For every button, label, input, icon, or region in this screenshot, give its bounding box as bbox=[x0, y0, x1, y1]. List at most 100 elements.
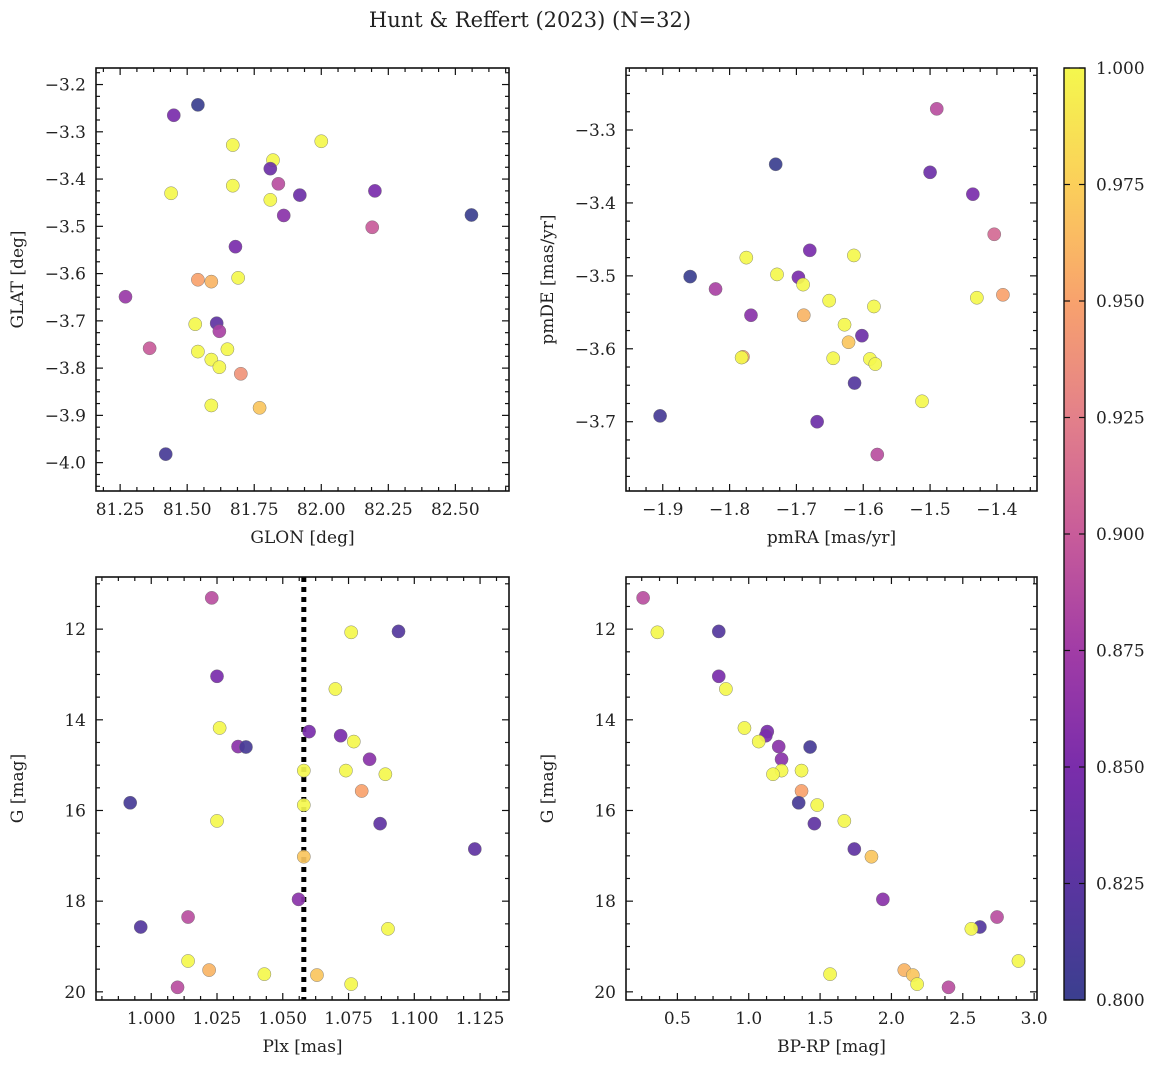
colorbar: 0.800 0.825 0.850 0.875 0.900 0.925 0.950 0.975… bbox=[1063, 59, 1145, 1011]
data-point bbox=[941, 980, 956, 995]
x-tick-label: −1.6 bbox=[843, 500, 884, 520]
y-tick-label: −3.5 bbox=[575, 267, 616, 287]
data-point bbox=[225, 178, 240, 193]
data-point bbox=[987, 227, 1002, 242]
data-point bbox=[123, 795, 137, 810]
y-tick-label: −3.9 bbox=[45, 406, 86, 426]
x-tick-label: 1.025 bbox=[193, 1009, 242, 1029]
data-point bbox=[734, 350, 749, 365]
data-point bbox=[910, 977, 924, 991]
data-point bbox=[210, 814, 224, 828]
data-point bbox=[636, 591, 650, 605]
x-axis-label: GLON [deg] bbox=[250, 528, 354, 548]
data-point bbox=[964, 922, 979, 936]
data-point bbox=[365, 220, 380, 235]
y-tick-label: 14 bbox=[594, 711, 616, 731]
x-tick-label: 1.075 bbox=[324, 1009, 373, 1029]
data-point bbox=[464, 208, 479, 222]
data-point bbox=[297, 763, 311, 778]
data-points bbox=[636, 591, 1026, 995]
data-point bbox=[354, 784, 369, 798]
data-point bbox=[837, 814, 852, 828]
data-point bbox=[847, 842, 862, 856]
y-tick-label: −3.5 bbox=[45, 217, 86, 237]
data-point bbox=[683, 269, 697, 284]
x-tick-label: −1.9 bbox=[642, 500, 683, 520]
data-points bbox=[123, 591, 482, 995]
data-point bbox=[362, 752, 377, 767]
data-point bbox=[650, 625, 665, 640]
y-tick-label: −3.6 bbox=[45, 265, 86, 285]
figure-title: Hunt & Reffert (2023) (N=32) bbox=[369, 8, 691, 32]
y-tick-label: −3.7 bbox=[575, 413, 616, 433]
data-point bbox=[142, 341, 157, 356]
data-point bbox=[791, 795, 806, 810]
data-point bbox=[133, 920, 148, 934]
data-point bbox=[771, 739, 786, 754]
data-point bbox=[711, 669, 726, 684]
data-point bbox=[826, 351, 840, 366]
data-point bbox=[841, 335, 856, 350]
data-point bbox=[864, 849, 879, 864]
data-point bbox=[373, 816, 387, 831]
y-tick-label: −3.8 bbox=[45, 359, 86, 379]
axes-frame bbox=[95, 576, 510, 1001]
data-point bbox=[234, 366, 248, 381]
data-point bbox=[711, 624, 726, 639]
data-point bbox=[302, 724, 316, 739]
data-point bbox=[220, 342, 235, 357]
data-points bbox=[653, 102, 1010, 462]
data-point bbox=[653, 409, 667, 423]
data-point bbox=[118, 289, 133, 304]
colorbar-tick-label: 0.925 bbox=[1096, 409, 1145, 429]
data-point bbox=[339, 763, 353, 778]
data-point bbox=[293, 188, 307, 202]
y-tick-label: 18 bbox=[594, 892, 616, 912]
data-point bbox=[314, 134, 329, 149]
y-tick-label: −3.7 bbox=[45, 312, 86, 332]
x-tick-label: 81.75 bbox=[230, 500, 279, 520]
y-axis-label: G [mag] bbox=[538, 754, 558, 823]
scatter-panel-1: 81.25 81.50 81.75 82.00 82.25 82.50 −4.0 −3.9 −3… bbox=[8, 67, 510, 548]
y-axis-label: G [mag] bbox=[8, 754, 28, 823]
data-point bbox=[970, 290, 984, 305]
x-tick-label: −1.7 bbox=[776, 500, 817, 520]
x-tick-label: 1.5 bbox=[807, 1009, 834, 1029]
x-tick-label: −1.4 bbox=[976, 500, 1017, 520]
x-tick-label: 2.5 bbox=[949, 1009, 976, 1029]
data-point bbox=[794, 784, 809, 798]
data-point bbox=[263, 193, 278, 207]
data-point bbox=[333, 728, 348, 743]
data-point bbox=[212, 721, 227, 735]
data-point bbox=[810, 414, 824, 429]
x-tick-label: 1.000 bbox=[127, 1009, 176, 1029]
data-point bbox=[810, 798, 825, 812]
data-point bbox=[204, 398, 219, 413]
x-axis-label: pmRA [mas/yr] bbox=[767, 528, 896, 548]
scatter-panel-2: −1.9 −1.8 −1.7 −1.6 −1.5 −1.4 −3.7 −3.6 −3.5 −3.4… bbox=[538, 67, 1038, 548]
data-point bbox=[802, 243, 817, 258]
axes-frame bbox=[95, 67, 510, 492]
plot-area bbox=[96, 68, 509, 491]
scatter-panel-3: 1.000 1.025 1.050 1.075 1.100 1.125 12 14 16 18 20… bbox=[8, 576, 510, 1057]
colorbar-tick-label: 0.950 bbox=[1096, 292, 1145, 312]
x-tick-label: −1.8 bbox=[709, 500, 750, 520]
plot-area bbox=[626, 577, 1037, 1000]
colorbar-tick-label: 0.975 bbox=[1096, 176, 1145, 196]
data-point bbox=[166, 108, 181, 123]
y-tick-label: −3.2 bbox=[45, 76, 86, 96]
data-point bbox=[855, 328, 869, 343]
x-tick-label: 0.5 bbox=[664, 1009, 691, 1029]
data-point bbox=[867, 299, 881, 314]
x-tick-label: 82.50 bbox=[431, 500, 480, 520]
data-point bbox=[929, 102, 944, 116]
colorbar-tick-label: 1.000 bbox=[1096, 59, 1145, 79]
y-tick-label: 16 bbox=[594, 801, 616, 821]
y-tick-label: −3.4 bbox=[575, 194, 616, 214]
data-point bbox=[344, 977, 358, 991]
y-tick-label: 16 bbox=[64, 801, 86, 821]
data-point bbox=[870, 447, 885, 462]
data-point bbox=[796, 277, 810, 292]
axes-frame bbox=[625, 576, 1038, 1001]
data-point bbox=[181, 910, 195, 924]
